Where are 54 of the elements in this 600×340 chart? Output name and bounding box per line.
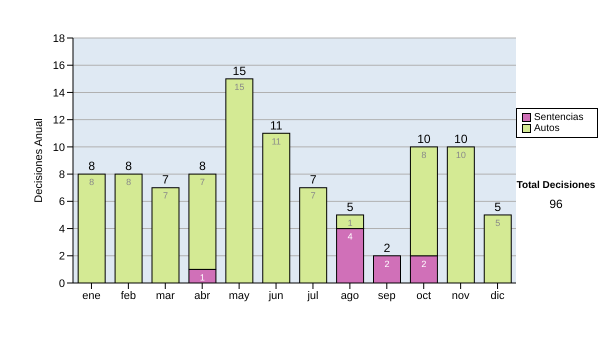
x-tick-label: feb — [120, 290, 136, 302]
data-label: 1 — [348, 218, 353, 228]
data-label: 15 — [234, 82, 244, 92]
data-label: 2 — [384, 258, 390, 269]
y-tick-label: 2 — [58, 250, 65, 263]
y-tick-label: 18 — [52, 32, 65, 45]
y-tick-label: 14 — [52, 87, 65, 100]
y-tick-label: 16 — [52, 60, 65, 72]
y-tick-label: 6 — [58, 196, 65, 208]
total-label: 8 — [199, 159, 206, 174]
data-label: 10 — [456, 150, 466, 160]
total-label: 2 — [384, 240, 391, 255]
data-label: 11 — [272, 136, 281, 146]
x-tick-label: jun — [268, 290, 284, 302]
x-tick-label: ago — [340, 290, 360, 302]
data-label: 2 — [421, 258, 426, 269]
legend-label: Sentencias — [534, 112, 584, 123]
y-tick-label: 12 — [52, 114, 65, 127]
data-label: 8 — [89, 177, 94, 188]
total-label: 7 — [162, 172, 170, 187]
x-tick-label: sep — [378, 290, 396, 302]
data-label: 8 — [421, 150, 426, 160]
total-label: 10 — [417, 132, 431, 146]
total-label: 10 — [454, 132, 468, 146]
y-tick-label: 4 — [58, 223, 65, 236]
total-label: 7 — [310, 172, 317, 187]
x-tick-label: ene — [82, 290, 101, 302]
x-tick-label: dic — [490, 290, 506, 302]
x-tick-label: mar — [156, 290, 176, 302]
data-label: 7 — [310, 190, 316, 201]
data-label: 4 — [348, 232, 353, 242]
data-label: 7 — [200, 177, 205, 188]
data-label: 1 — [200, 272, 205, 282]
total-label: 5 — [494, 200, 502, 214]
y-tick-label: 8 — [58, 169, 65, 182]
data-label: 5 — [495, 218, 500, 228]
x-tick-label: abr — [194, 290, 210, 302]
total-label: 8 — [125, 159, 132, 174]
total-label: 11 — [270, 118, 283, 132]
data-label: 7 — [162, 190, 168, 201]
x-tick-label: oct — [416, 290, 432, 302]
y-axis-title: Decisiones Anual — [32, 118, 45, 203]
x-tick-label: nov — [452, 290, 470, 302]
legend-label: Autos — [534, 123, 560, 134]
total-label: 8 — [88, 159, 96, 174]
total-label: 15 — [232, 64, 246, 78]
text: 96 — [548, 197, 564, 211]
text: Total Decisiones — [516, 180, 596, 191]
total-label: 5 — [346, 200, 354, 214]
data-label: 8 — [126, 177, 132, 188]
x-tick-label: may — [228, 290, 250, 302]
x-tick-label: jul — [306, 290, 318, 302]
y-tick-label: 10 — [52, 142, 65, 154]
y-tick-label: 0 — [58, 278, 65, 290]
